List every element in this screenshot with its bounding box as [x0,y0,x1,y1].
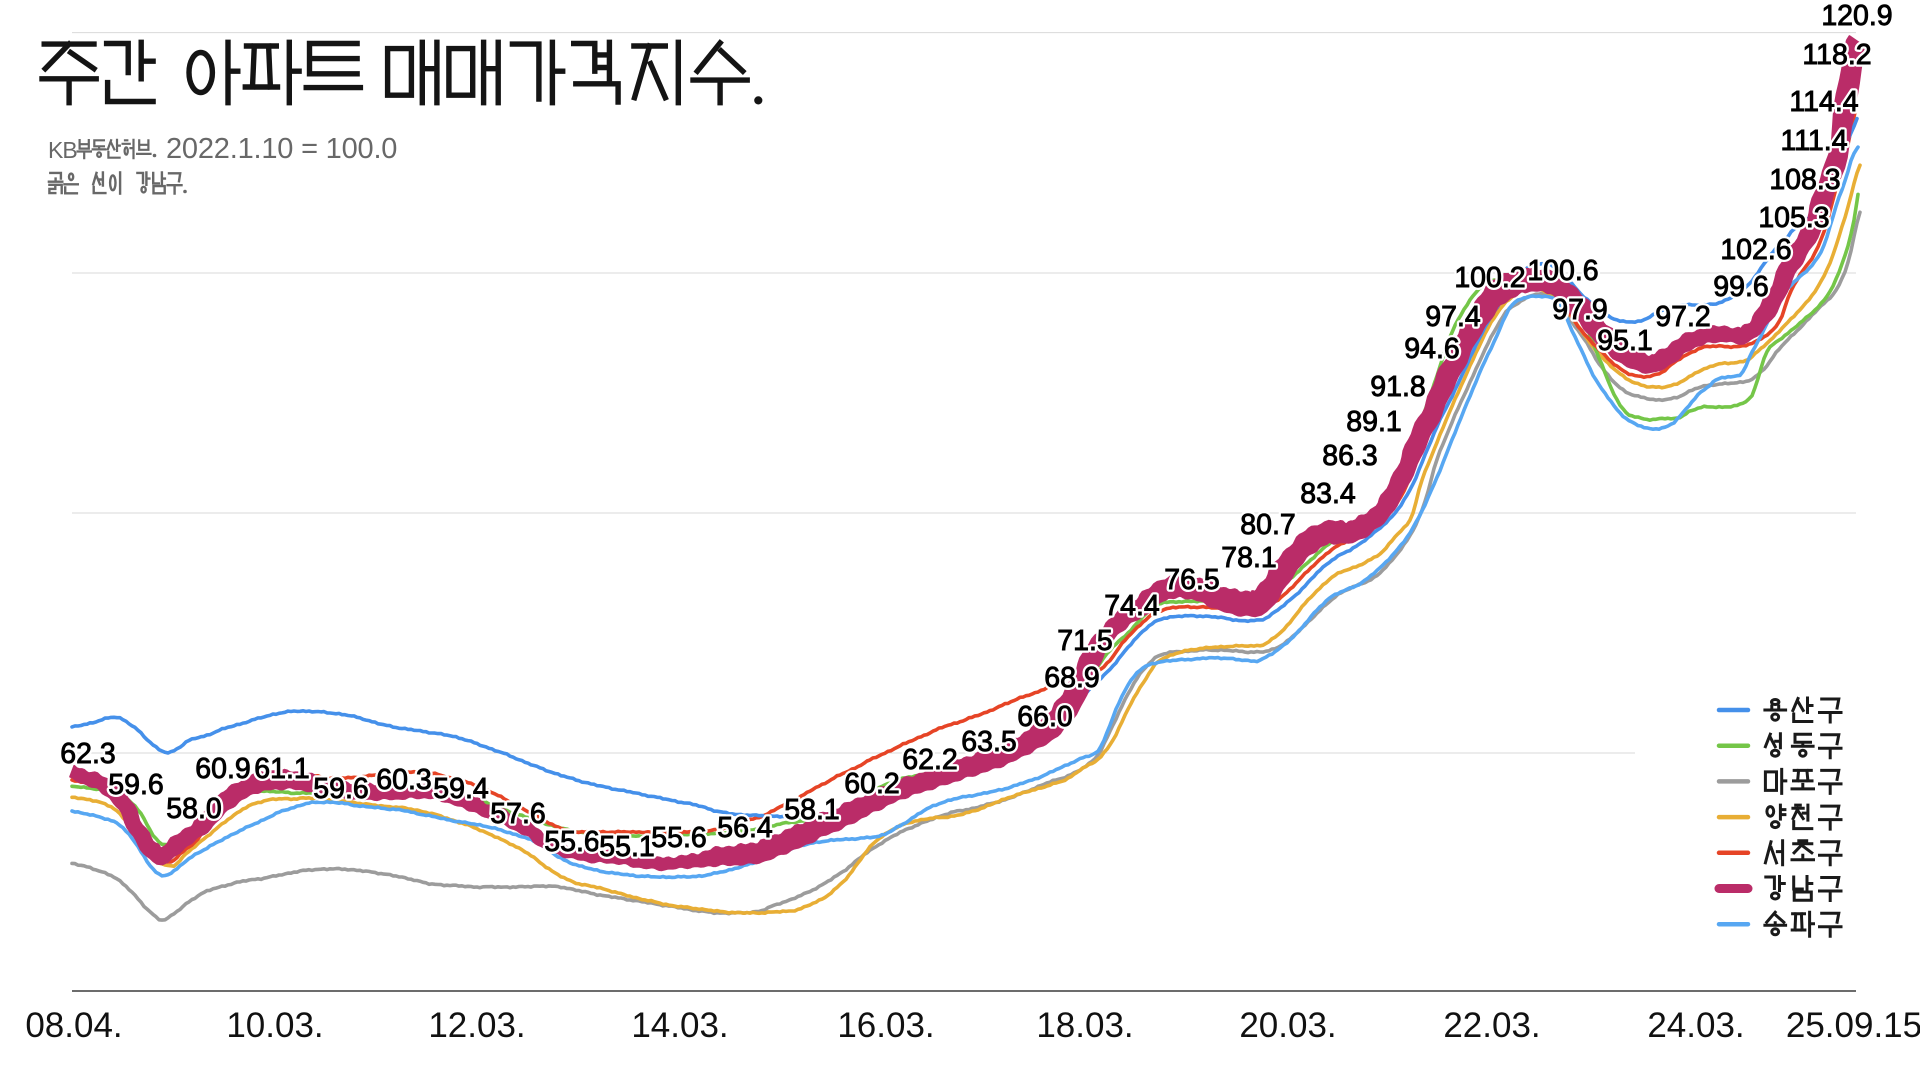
svg-text:66.0: 66.0 [1017,701,1072,733]
svg-text:55.6: 55.6 [544,826,599,858]
svg-text:55.1: 55.1 [599,831,654,863]
svg-text:55.6: 55.6 [651,822,706,854]
svg-text:60.9: 60.9 [195,753,250,785]
svg-text:20.03.: 20.03. [1239,1006,1336,1045]
svg-text:59.6: 59.6 [108,769,163,801]
svg-text:08.04.: 08.04. [25,1006,122,1045]
svg-text:18.03.: 18.03. [1036,1006,1133,1045]
svg-text:14.03.: 14.03. [631,1006,728,1045]
svg-text:89.1: 89.1 [1346,406,1401,438]
svg-text:74.4: 74.4 [1104,590,1160,622]
svg-text:56.4: 56.4 [717,812,773,844]
svg-text:55.6: 55.6 [651,822,706,854]
svg-text:61.1: 61.1 [254,753,309,785]
svg-text:60.3: 60.3 [376,764,431,796]
svg-text:97.9: 97.9 [1552,294,1607,326]
svg-text:95.1: 95.1 [1597,325,1652,357]
svg-text:71.5: 71.5 [1057,625,1112,657]
svg-text:60.2: 60.2 [844,768,899,800]
svg-text:114.4: 114.4 [1789,86,1858,118]
svg-text:62.2: 62.2 [902,744,957,776]
svg-text:105.3: 105.3 [1758,202,1829,234]
svg-text:102.6: 102.6 [1720,234,1791,266]
svg-text:68.9: 68.9 [1044,662,1099,694]
svg-text:97.4: 97.4 [1425,301,1481,333]
svg-text:56.4: 56.4 [717,812,773,844]
svg-text:108.3: 108.3 [1769,164,1840,196]
svg-text:97.4: 97.4 [1425,301,1481,333]
svg-text:71.5: 71.5 [1057,625,1112,657]
svg-text:68.9: 68.9 [1044,662,1099,694]
svg-text:63.5: 63.5 [961,726,1016,758]
svg-text:58.1: 58.1 [784,794,839,826]
svg-text:86.3: 86.3 [1322,440,1377,472]
svg-text:97.2: 97.2 [1655,301,1710,333]
svg-text:22.03.: 22.03. [1443,1006,1540,1045]
svg-text:59.4: 59.4 [433,773,489,805]
svg-text:59.4: 59.4 [433,773,489,805]
svg-text:57.6: 57.6 [490,798,545,830]
svg-text:58.0: 58.0 [166,793,221,825]
svg-text:86.3: 86.3 [1322,440,1377,472]
svg-text:100.2: 100.2 [1454,262,1525,294]
svg-text:74.4: 74.4 [1104,590,1160,622]
svg-text:60.3: 60.3 [376,764,431,796]
svg-text:62.3: 62.3 [60,738,115,770]
svg-text:97.2: 97.2 [1655,301,1710,333]
svg-text:63.5: 63.5 [961,726,1016,758]
svg-text:114.4: 114.4 [1789,86,1858,118]
svg-text:99.6: 99.6 [1713,271,1768,303]
svg-text:KB: KB [48,137,77,163]
svg-text:99.6: 99.6 [1713,271,1768,303]
svg-text:78.1: 78.1 [1221,542,1276,574]
svg-text:12.03.: 12.03. [428,1006,525,1045]
svg-text:118.2: 118.2 [1802,39,1871,71]
svg-text:25.09.15: 25.09.15 [1786,1006,1920,1045]
svg-text:59.6: 59.6 [108,769,163,801]
svg-text:111.4: 111.4 [1780,125,1847,157]
svg-text:55.6: 55.6 [544,826,599,858]
svg-text:100.2: 100.2 [1454,262,1525,294]
svg-text:76.5: 76.5 [1164,564,1219,596]
svg-text:66.0: 66.0 [1017,701,1072,733]
svg-text:100.6: 100.6 [1527,255,1598,287]
svg-text:58.0: 58.0 [166,793,221,825]
svg-text:91.8: 91.8 [1370,371,1425,403]
svg-text:120.9: 120.9 [1821,0,1892,32]
svg-text:24.03.: 24.03. [1647,1006,1744,1045]
svg-text:80.7: 80.7 [1240,509,1295,541]
svg-text:108.3: 108.3 [1769,164,1840,196]
svg-text:89.1: 89.1 [1346,406,1401,438]
svg-text:61.1: 61.1 [254,753,309,785]
svg-text:76.5: 76.5 [1164,564,1219,596]
svg-text:111.4: 111.4 [1780,125,1847,157]
svg-text:105.3: 105.3 [1758,202,1829,234]
svg-text:95.1: 95.1 [1597,325,1652,357]
svg-text:62.3: 62.3 [60,738,115,770]
svg-text:58.1: 58.1 [784,794,839,826]
svg-text:10.03.: 10.03. [226,1006,323,1045]
svg-text:78.1: 78.1 [1221,542,1276,574]
svg-text:16.03.: 16.03. [837,1006,934,1045]
svg-text:80.7: 80.7 [1240,509,1295,541]
svg-text:60.9: 60.9 [195,753,250,785]
svg-text:59.6: 59.6 [313,773,368,805]
svg-text:59.6: 59.6 [313,773,368,805]
svg-text:97.9: 97.9 [1552,294,1607,326]
svg-text:83.4: 83.4 [1300,478,1356,510]
svg-text:102.6: 102.6 [1720,234,1791,266]
svg-text:83.4: 83.4 [1300,478,1356,510]
svg-text:100.6: 100.6 [1527,255,1598,287]
svg-text:60.2: 60.2 [844,768,899,800]
svg-text:62.2: 62.2 [902,744,957,776]
svg-text:94.6: 94.6 [1404,333,1459,365]
svg-text:57.6: 57.6 [490,798,545,830]
svg-text:118.2: 118.2 [1802,39,1871,71]
svg-text:91.8: 91.8 [1370,371,1425,403]
svg-text:55.1: 55.1 [599,831,654,863]
svg-text:94.6: 94.6 [1404,333,1459,365]
svg-text:120.9: 120.9 [1821,0,1892,32]
svg-text:2022.1.10 = 100.0: 2022.1.10 = 100.0 [166,133,397,165]
